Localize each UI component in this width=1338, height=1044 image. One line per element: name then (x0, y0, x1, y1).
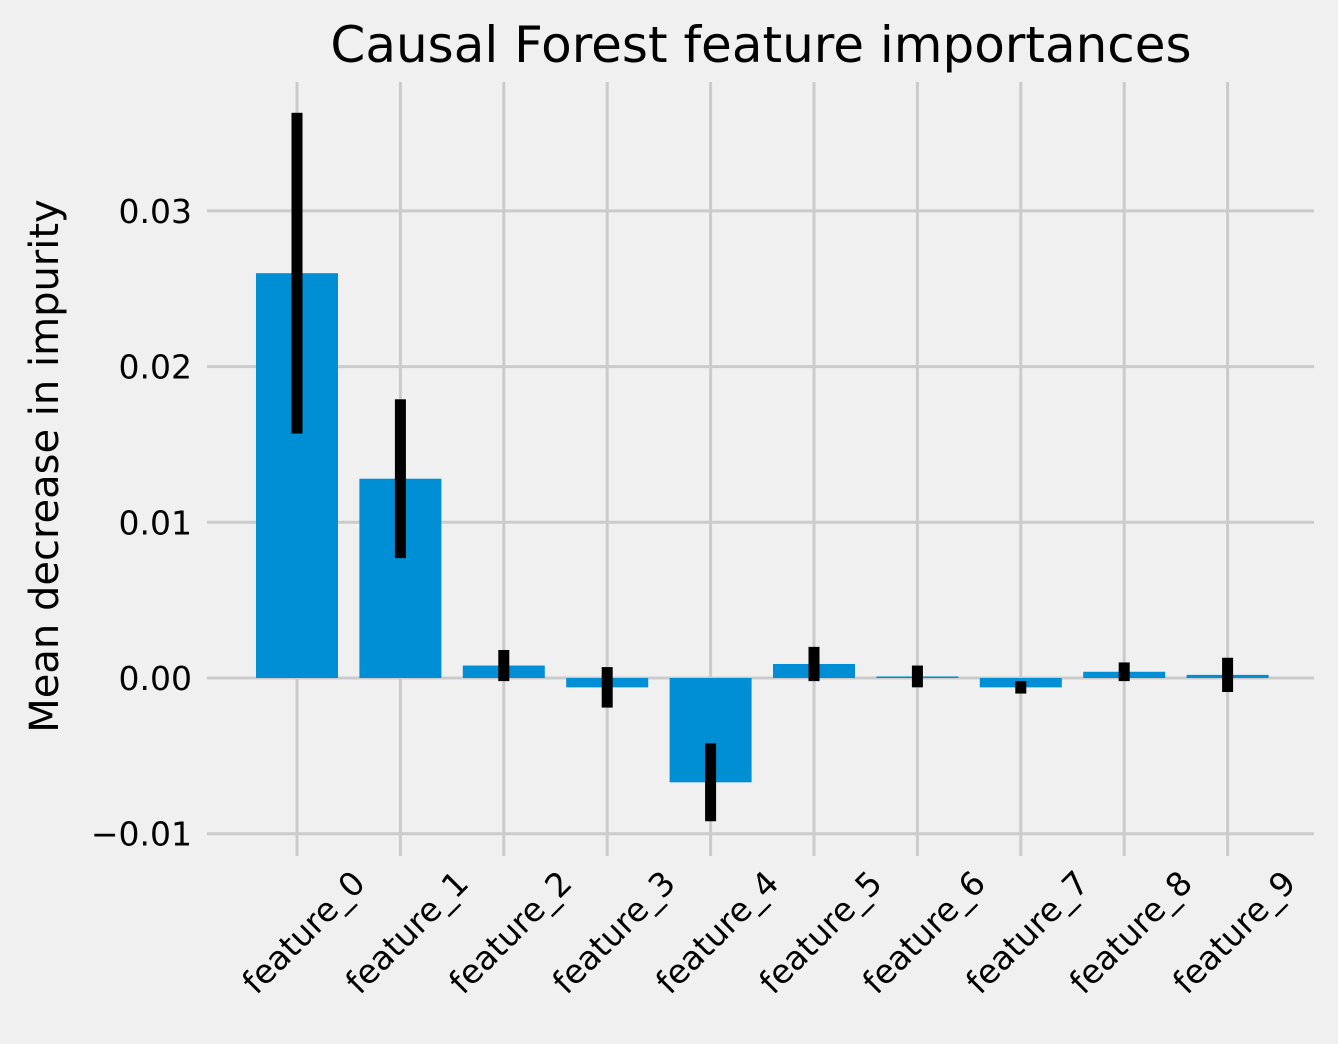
error-bar-feature_8 (1118, 662, 1130, 682)
error-bar-feature_9 (1222, 657, 1234, 693)
error-bar-feature_3 (601, 667, 613, 708)
error-bar-feature_0 (291, 112, 303, 434)
y-tick-label: 0.02 (119, 348, 192, 387)
bars (256, 273, 1269, 783)
error-bar-feature_1 (394, 399, 406, 559)
error-bars (291, 112, 1234, 822)
y-tick-label: −0.01 (91, 815, 192, 854)
error-bar-feature_6 (911, 665, 923, 688)
y-axis-ticks: −0.01 0.00 0.01 0.02 0.03 (91, 192, 192, 854)
y-tick-label: 0.03 (119, 192, 192, 231)
error-bar-feature_5 (808, 646, 820, 682)
chart-title: Causal Forest feature importances (330, 16, 1191, 74)
error-bar-feature_7 (1015, 681, 1027, 694)
y-tick-label: 0.00 (119, 659, 192, 698)
error-bar-feature_4 (705, 743, 717, 822)
x-axis-ticks: feature_0feature_1feature_2feature_3feat… (234, 863, 1303, 1001)
error-bar-feature_2 (498, 649, 510, 682)
y-tick-label: 0.01 (119, 503, 192, 542)
grid-lines (207, 82, 1314, 856)
y-axis-label: Mean decrease in impurity (22, 199, 68, 732)
